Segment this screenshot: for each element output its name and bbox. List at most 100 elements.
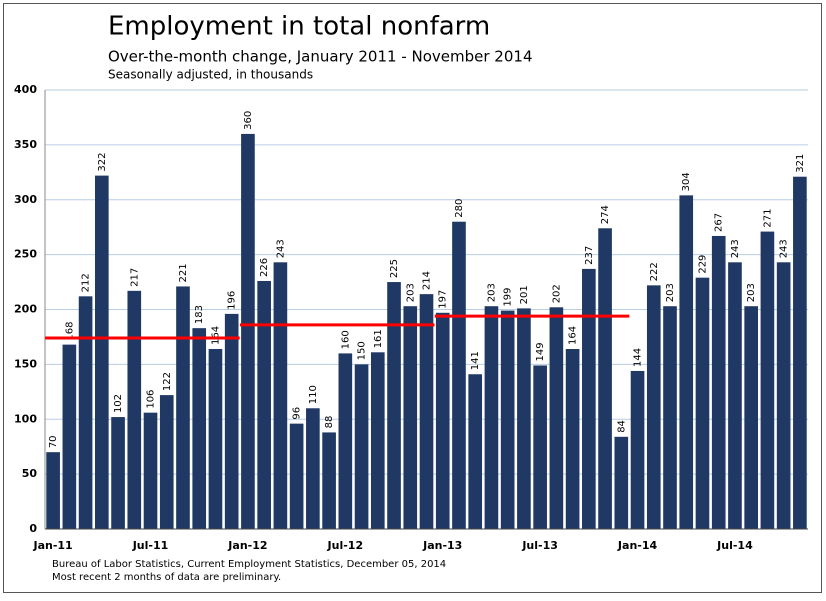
value-label: 221 bbox=[178, 263, 189, 282]
bar bbox=[224, 313, 239, 529]
footnote: Most recent 2 months of data are prelimi… bbox=[52, 572, 281, 583]
y-tick-label: 200 bbox=[14, 303, 37, 316]
bar bbox=[711, 235, 726, 529]
bar bbox=[744, 306, 758, 529]
bar bbox=[630, 370, 645, 529]
value-label: 214 bbox=[422, 271, 433, 290]
value-label: 243 bbox=[779, 239, 790, 258]
bar bbox=[646, 285, 661, 529]
value-label: 321 bbox=[795, 154, 806, 173]
bar bbox=[419, 294, 434, 529]
bar bbox=[614, 436, 629, 529]
value-label: 280 bbox=[454, 199, 465, 218]
bar bbox=[549, 307, 564, 529]
bar bbox=[582, 268, 596, 529]
x-tick-label: Jan-12 bbox=[227, 539, 267, 552]
footnote: Bureau of Labor Statistics, Current Empl… bbox=[52, 559, 446, 570]
bar bbox=[176, 286, 190, 529]
bar bbox=[500, 310, 515, 529]
value-label: 225 bbox=[389, 259, 400, 278]
bar bbox=[403, 306, 418, 529]
value-label: 202 bbox=[551, 284, 562, 303]
bar bbox=[517, 308, 531, 529]
bar bbox=[387, 282, 401, 529]
value-label: 110 bbox=[308, 385, 319, 404]
value-label: 212 bbox=[81, 273, 92, 292]
chart-title: Employment in total nonfarm bbox=[108, 12, 490, 42]
value-label: 141 bbox=[470, 351, 481, 370]
value-label: 271 bbox=[762, 208, 773, 227]
value-label: 203 bbox=[746, 283, 757, 302]
y-tick-label: 50 bbox=[22, 467, 38, 480]
value-label: 267 bbox=[714, 213, 725, 232]
bar bbox=[565, 349, 580, 529]
bar bbox=[46, 452, 60, 529]
value-label: 102 bbox=[113, 394, 124, 413]
value-label: 217 bbox=[129, 268, 140, 287]
bar bbox=[143, 412, 158, 529]
value-label: 203 bbox=[405, 283, 416, 302]
x-tick-label: Jul-14 bbox=[716, 539, 753, 552]
value-label: 274 bbox=[600, 205, 611, 224]
chart-subtitle: Over-the-month change, January 2011 - No… bbox=[108, 48, 532, 66]
value-label: 183 bbox=[194, 305, 205, 324]
value-label: 88 bbox=[324, 416, 335, 429]
value-label: 164 bbox=[210, 326, 221, 345]
value-label: 237 bbox=[584, 246, 595, 265]
value-label: 96 bbox=[292, 407, 303, 420]
y-tick-label: 400 bbox=[14, 83, 37, 96]
y-tick-label: 150 bbox=[14, 357, 37, 370]
bar bbox=[793, 176, 807, 529]
value-label: 160 bbox=[340, 330, 351, 349]
bar bbox=[306, 408, 320, 529]
value-label: 197 bbox=[438, 290, 449, 309]
bar bbox=[663, 306, 677, 529]
frame bbox=[3, 3, 822, 593]
value-label: 144 bbox=[633, 348, 644, 367]
value-label: 196 bbox=[227, 291, 238, 310]
value-label: 222 bbox=[649, 262, 660, 281]
bar bbox=[208, 349, 223, 529]
bar bbox=[95, 175, 109, 530]
value-label: 168 bbox=[64, 322, 75, 341]
x-tick-label: Jul-13 bbox=[521, 539, 558, 552]
value-label: 199 bbox=[503, 288, 514, 307]
bar bbox=[354, 364, 369, 529]
x-tick-label: Jul-11 bbox=[132, 539, 169, 552]
bar bbox=[257, 280, 271, 529]
bar bbox=[78, 296, 93, 529]
value-label: 201 bbox=[519, 285, 530, 304]
value-label: 322 bbox=[97, 153, 108, 172]
x-tick-label: Jan-13 bbox=[422, 539, 462, 552]
bar bbox=[62, 344, 77, 529]
bar bbox=[533, 365, 547, 529]
bar bbox=[760, 231, 775, 529]
value-label: 150 bbox=[357, 341, 368, 360]
value-label: 243 bbox=[275, 239, 286, 258]
value-label: 226 bbox=[259, 258, 270, 277]
value-label: 304 bbox=[681, 172, 692, 191]
value-label: 161 bbox=[373, 329, 384, 348]
bar bbox=[484, 306, 499, 529]
value-label: 149 bbox=[535, 342, 546, 361]
y-tick-label: 300 bbox=[14, 193, 37, 206]
y-tick-label: 250 bbox=[14, 248, 37, 261]
bar bbox=[468, 374, 483, 529]
bar bbox=[598, 228, 612, 529]
value-label: 243 bbox=[730, 239, 741, 258]
bar bbox=[338, 353, 353, 529]
y-tick-label: 350 bbox=[14, 138, 37, 151]
y-tick-label: 0 bbox=[29, 522, 37, 535]
bar bbox=[728, 262, 742, 529]
value-label: 106 bbox=[146, 390, 157, 409]
bar bbox=[192, 328, 207, 529]
bar bbox=[452, 221, 466, 529]
value-label: 84 bbox=[616, 420, 627, 433]
bar bbox=[111, 417, 125, 529]
x-tick-label: Jul-12 bbox=[327, 539, 364, 552]
bar bbox=[289, 423, 304, 529]
value-label: 203 bbox=[486, 283, 497, 302]
bar bbox=[322, 432, 336, 529]
